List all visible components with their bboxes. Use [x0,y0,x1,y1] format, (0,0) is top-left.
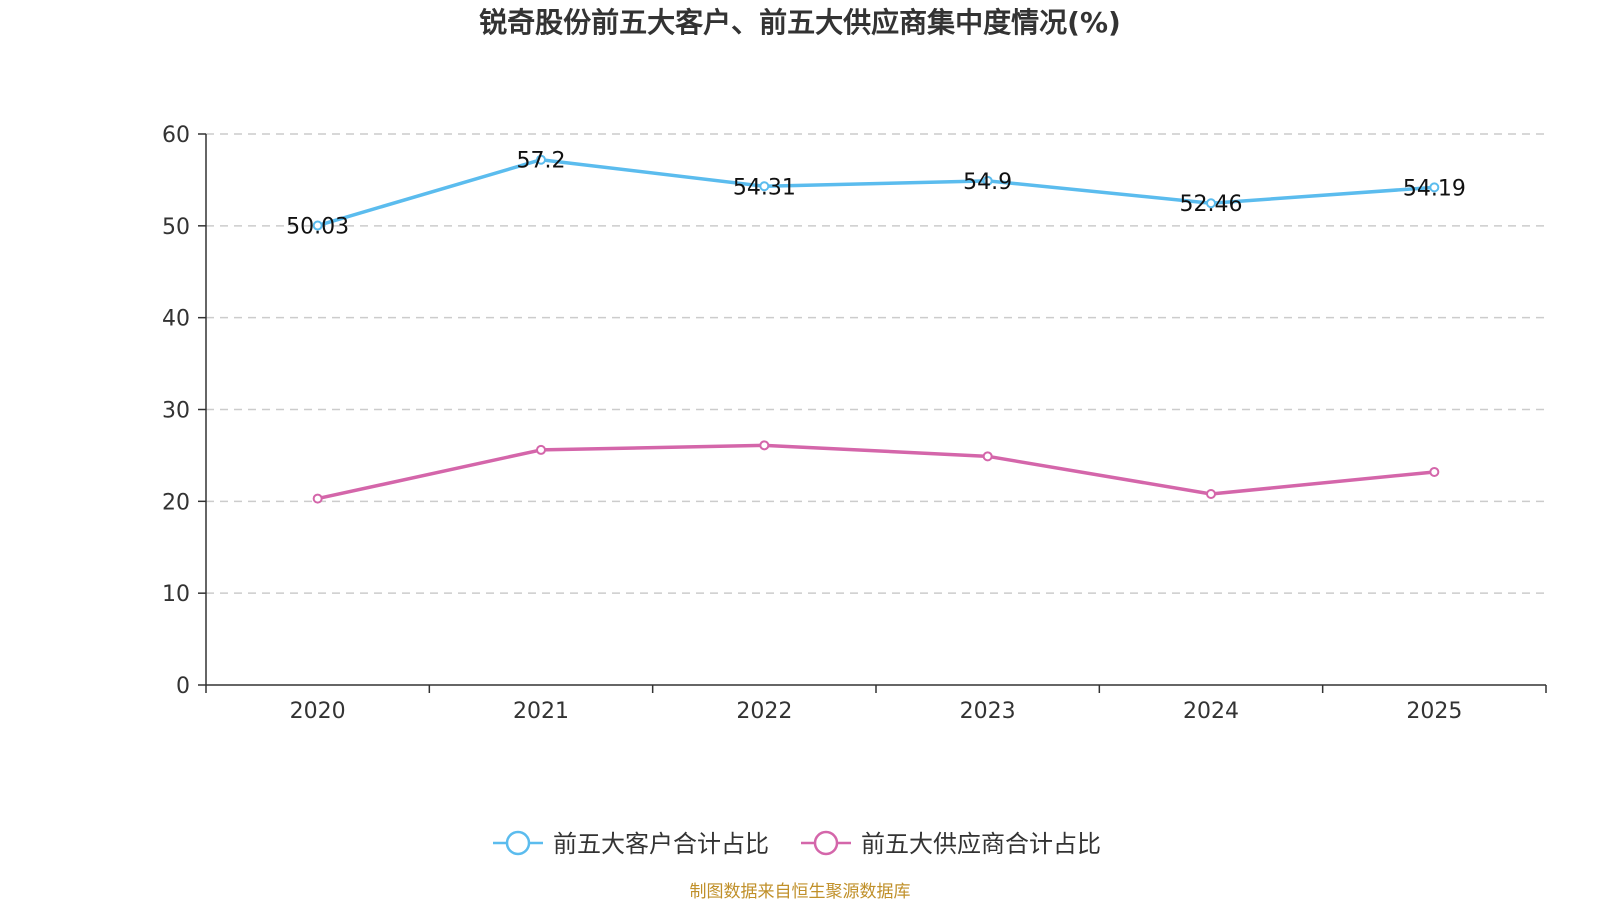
data-label: 50.03 [286,215,349,240]
legend-marker-icon [505,830,531,856]
legend[interactable]: 前五大客户合计占比 前五大供应商合计占比 [493,830,1101,858]
data-point [1429,182,1440,193]
y-tick-label: 40 [162,307,190,332]
data-labels: 50.03 57.2 54.31 54.9 52.46 54.19 [286,149,1466,240]
data-point [536,444,546,455]
data-label: 54.9 [963,170,1012,195]
data-point [759,181,770,192]
y-tick-label: 50 [162,215,190,240]
legend-item-1[interactable]: 前五大客户合计占比 [493,830,769,858]
data-point [312,493,323,504]
x-tick-label: 2021 [513,699,569,724]
legend-label: 前五大客户合计占比 [553,830,769,858]
axes: 0 10 20 30 40 50 60 2020 2021 2022 2023 2024 2025 [162,123,1547,724]
legend-marker-icon [813,830,839,856]
x-tick-label: 2020 [290,699,346,724]
chart-title: 锐奇股份前五大客户、前五大供应商集中度情况(%) [479,6,1121,39]
data-point [1429,466,1440,477]
data-label: 54.31 [733,175,796,200]
legend-label: 前五大供应商合计占比 [861,830,1101,858]
data-point [536,154,546,165]
data-label: 57.2 [517,149,566,174]
y-tick-label: 60 [162,123,190,148]
grid-lines [206,133,1546,594]
y-tick-label: 10 [162,582,190,607]
x-tick-label: 2022 [736,699,792,724]
data-point [982,175,993,186]
x-tick-label: 2024 [1183,699,1239,724]
source-note: 制图数据来自恒生聚源数据库 [690,882,911,900]
y-tick-label: 0 [176,674,190,699]
series-line-1 [317,157,1435,228]
x-tick-label: 2023 [960,699,1016,724]
data-point [982,451,993,462]
y-tick-label: 20 [162,490,190,515]
series-lines [312,154,1440,504]
data-label: 54.19 [1403,176,1466,201]
data-point [1206,198,1216,209]
series-line-2 [317,443,1435,501]
data-point [1206,488,1216,499]
x-tick-label: 2025 [1406,699,1462,724]
data-point [312,220,323,231]
y-tick-label: 30 [162,399,190,424]
legend-item-2[interactable]: 前五大供应商合计占比 [801,830,1101,858]
data-point [759,440,770,451]
data-label: 52.46 [1180,192,1243,217]
